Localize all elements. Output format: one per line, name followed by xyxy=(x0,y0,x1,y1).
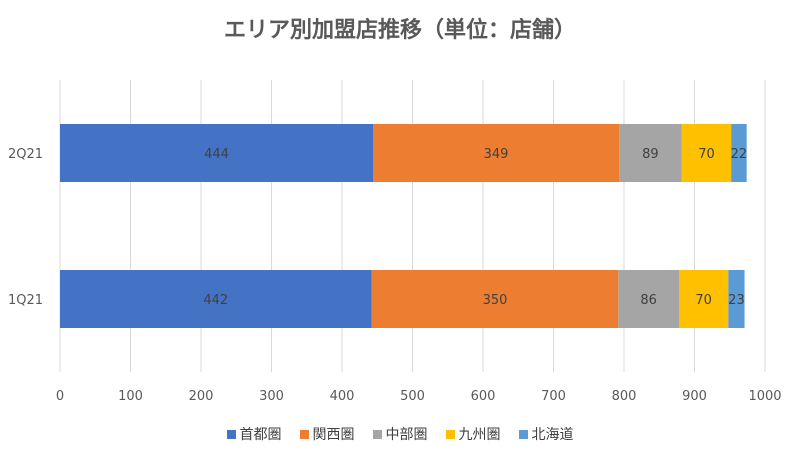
data-label: 70 xyxy=(698,147,715,162)
legend-swatch xyxy=(226,429,236,439)
bar-segment xyxy=(681,124,732,182)
legend-item: 中部圏 xyxy=(372,424,428,444)
bar-segment xyxy=(678,270,729,328)
x-tick-label: 300 xyxy=(259,389,284,404)
bar-segment xyxy=(373,124,620,182)
data-label: 22 xyxy=(731,147,748,162)
legend-label: 関西圏 xyxy=(312,427,355,443)
axes: 0 100 200 300 400 500 600 700 800 900 1000 2Q21 1Q21 xyxy=(8,147,782,404)
legend-item: 九州圏 xyxy=(445,424,501,444)
bar-segment xyxy=(619,124,682,182)
legend-item: 北海道 xyxy=(518,424,574,444)
data-label: 350 xyxy=(483,293,508,308)
chart-title: エリア別加盟店推移（単位：店舗） xyxy=(223,18,576,43)
x-tick-label: 200 xyxy=(189,389,214,404)
x-tick-label: 0 xyxy=(56,389,64,404)
x-tick-label: 400 xyxy=(330,389,355,404)
legend-label: 中部圏 xyxy=(385,427,428,443)
data-label: 23 xyxy=(728,293,745,308)
gridlines xyxy=(59,80,766,372)
legend-swatch xyxy=(299,429,309,439)
data-label: 70 xyxy=(695,293,712,308)
legend-swatch xyxy=(372,429,382,439)
legend-label: 九州圏 xyxy=(458,427,501,443)
x-tick-label: 600 xyxy=(471,389,496,404)
bar-segment xyxy=(60,124,374,182)
bar-segment xyxy=(371,270,619,328)
legend-label: 北海道 xyxy=(531,427,574,443)
bar-segment xyxy=(728,270,745,328)
data-label: 89 xyxy=(642,147,659,162)
legend-item: 関西圏 xyxy=(299,424,355,444)
legend-swatch xyxy=(518,429,528,439)
x-tick-label: 500 xyxy=(400,389,425,404)
legend-item: 首都圏 xyxy=(226,424,282,444)
bars xyxy=(60,124,747,328)
data-label: 86 xyxy=(640,293,657,308)
legend-swatch xyxy=(445,429,455,439)
data-label: 442 xyxy=(203,293,228,308)
x-tick-label: 900 xyxy=(682,389,707,404)
data-label: 349 xyxy=(484,147,509,162)
bar-segment xyxy=(60,270,372,328)
data-label: 444 xyxy=(204,147,229,162)
x-tick-label: 800 xyxy=(612,389,637,404)
bar-segment xyxy=(731,124,747,182)
x-tick-label: 100 xyxy=(118,389,143,404)
x-tick-label: 1000 xyxy=(748,389,781,404)
x-tick-label: 700 xyxy=(541,389,566,404)
legend: 首都圏 関西圏 中部圏 九州圏 北海道 xyxy=(0,424,800,444)
bar-segment xyxy=(618,270,679,328)
legend-label: 首都圏 xyxy=(239,427,282,443)
data-labels: 444 349 89 70 22 442 350 86 70 23 xyxy=(203,147,747,308)
y-tick-label: 2Q21 xyxy=(8,147,43,162)
y-tick-label: 1Q21 xyxy=(8,293,43,308)
